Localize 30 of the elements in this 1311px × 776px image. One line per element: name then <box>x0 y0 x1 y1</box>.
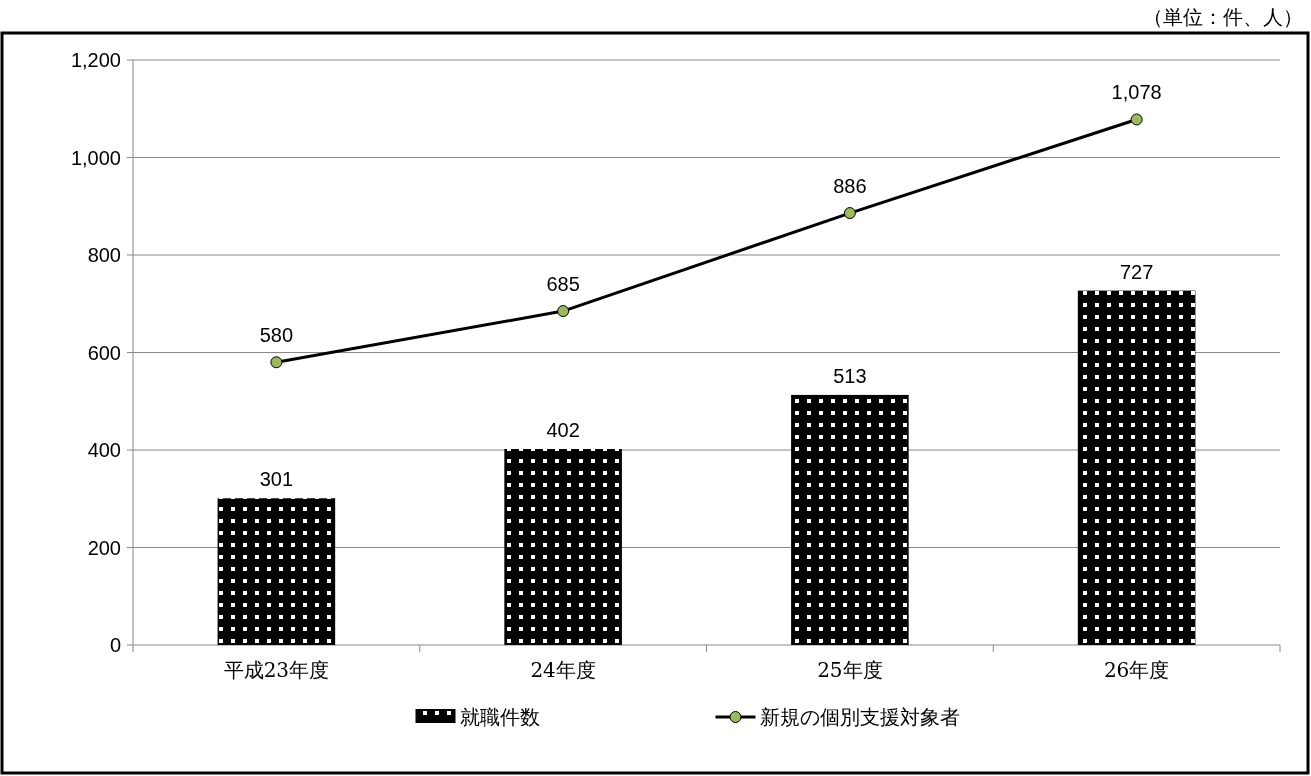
y-tick-label: 0 <box>109 634 121 656</box>
bar <box>217 498 336 645</box>
point <box>557 305 570 318</box>
data-label: 727 <box>1119 260 1154 283</box>
y-tick-label: 200 <box>87 536 121 559</box>
data-label: 301 <box>259 468 294 491</box>
bar <box>791 394 909 645</box>
x-tick-label: 26年度 <box>1103 658 1170 682</box>
data-label: 580 <box>259 324 294 347</box>
y-tick-label: 600 <box>87 341 121 364</box>
point <box>1130 113 1143 126</box>
y-tick-label: 800 <box>87 244 121 266</box>
y-tick-label: 1,000 <box>70 146 121 169</box>
text: （単位：件、人） <box>1143 5 1303 29</box>
point <box>843 207 856 220</box>
data-label: 402 <box>546 419 580 442</box>
bar <box>504 449 622 645</box>
legend-label: 就職件数 <box>459 705 540 729</box>
data-label: 1,078 <box>1111 81 1162 104</box>
x-tick-label: 25年度 <box>817 658 883 682</box>
x-tick-label: 24年度 <box>530 658 596 682</box>
y-tick-label: 400 <box>87 439 121 461</box>
y-tick-label: 1,200 <box>70 49 121 71</box>
data-label: 513 <box>833 364 867 387</box>
x-tick-label: 平成23年度 <box>223 658 330 682</box>
data-label: 886 <box>833 175 867 198</box>
bar <box>1077 290 1196 645</box>
point <box>270 356 283 369</box>
legend-label: 新規の個別支援対象者 <box>759 705 960 729</box>
data-label: 685 <box>546 273 580 296</box>
